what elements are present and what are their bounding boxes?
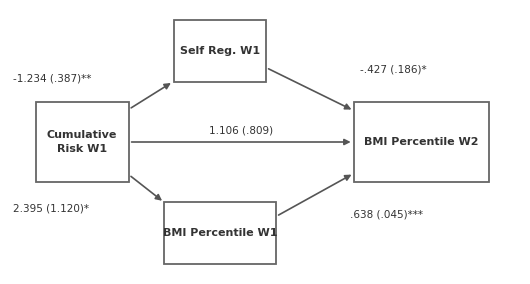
FancyBboxPatch shape: [164, 202, 276, 264]
Text: Cumulative
Risk W1: Cumulative Risk W1: [47, 130, 117, 154]
Text: BMI Percentile W2: BMI Percentile W2: [364, 137, 479, 147]
Text: -1.234 (.387)**: -1.234 (.387)**: [13, 73, 92, 83]
Text: .638 (.045)***: .638 (.045)***: [350, 209, 423, 220]
Text: 2.395 (1.120)*: 2.395 (1.120)*: [13, 204, 89, 214]
Text: Self Reg. W1: Self Reg. W1: [180, 46, 260, 56]
FancyBboxPatch shape: [36, 102, 129, 182]
Text: 1.106 (.809): 1.106 (.809): [209, 126, 273, 136]
Text: BMI Percentile W1: BMI Percentile W1: [163, 228, 277, 238]
Text: -.427 (.186)*: -.427 (.186)*: [360, 64, 427, 75]
FancyBboxPatch shape: [174, 20, 266, 82]
FancyBboxPatch shape: [354, 102, 489, 182]
